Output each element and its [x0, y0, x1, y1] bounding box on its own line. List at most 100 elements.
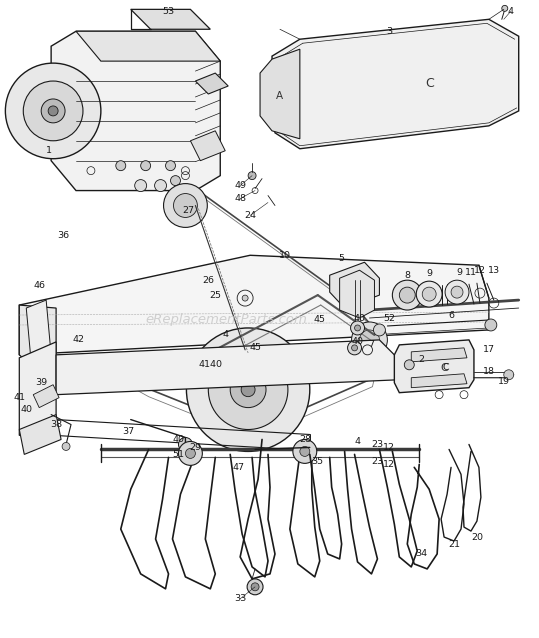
- Text: A: A: [277, 91, 284, 101]
- Circle shape: [41, 99, 65, 123]
- Text: 4: 4: [355, 437, 361, 446]
- Text: 46: 46: [33, 281, 45, 290]
- Text: 51: 51: [172, 450, 184, 459]
- Polygon shape: [340, 271, 375, 318]
- Circle shape: [116, 161, 126, 170]
- Circle shape: [230, 372, 266, 408]
- Circle shape: [141, 161, 150, 170]
- Text: 20: 20: [471, 533, 483, 542]
- Circle shape: [404, 360, 414, 370]
- Circle shape: [155, 180, 167, 191]
- Text: 4140: 4140: [198, 360, 222, 369]
- Circle shape: [374, 324, 385, 336]
- Polygon shape: [76, 31, 220, 61]
- Text: 25: 25: [209, 290, 222, 300]
- Polygon shape: [195, 73, 228, 94]
- Circle shape: [247, 579, 263, 595]
- Text: 7: 7: [369, 341, 375, 350]
- Text: 41: 41: [13, 393, 25, 402]
- Polygon shape: [19, 305, 56, 370]
- Circle shape: [23, 81, 83, 141]
- Circle shape: [293, 440, 317, 463]
- Circle shape: [251, 583, 259, 591]
- Circle shape: [178, 438, 192, 452]
- Circle shape: [62, 443, 70, 450]
- Text: 28: 28: [299, 435, 311, 444]
- Circle shape: [360, 330, 379, 350]
- Circle shape: [502, 5, 508, 11]
- Text: 40: 40: [20, 405, 32, 414]
- Circle shape: [422, 287, 436, 301]
- Text: 6: 6: [448, 311, 454, 320]
- Text: 4: 4: [508, 7, 514, 16]
- Circle shape: [504, 370, 514, 380]
- Polygon shape: [33, 385, 59, 408]
- Text: 19: 19: [498, 377, 510, 386]
- Circle shape: [242, 295, 248, 301]
- Text: 8: 8: [404, 271, 410, 279]
- Circle shape: [485, 319, 497, 331]
- Polygon shape: [330, 262, 379, 308]
- Text: 9: 9: [456, 268, 462, 277]
- Circle shape: [300, 447, 310, 456]
- Circle shape: [351, 322, 388, 358]
- Text: C: C: [440, 363, 448, 373]
- Text: C: C: [443, 363, 450, 373]
- Text: 2: 2: [418, 355, 424, 364]
- Circle shape: [48, 106, 58, 116]
- Text: 40: 40: [354, 313, 365, 322]
- Text: 5: 5: [338, 254, 344, 263]
- Text: 36: 36: [57, 231, 69, 240]
- Polygon shape: [260, 49, 300, 139]
- Text: 4: 4: [222, 330, 228, 339]
- Circle shape: [355, 325, 361, 331]
- Circle shape: [445, 280, 469, 304]
- Polygon shape: [19, 342, 56, 436]
- Circle shape: [392, 280, 422, 310]
- Circle shape: [208, 350, 288, 429]
- Text: 35: 35: [312, 457, 324, 466]
- Text: 24: 24: [244, 211, 256, 220]
- Polygon shape: [19, 415, 61, 454]
- Text: C: C: [425, 77, 433, 89]
- Text: 27: 27: [182, 206, 195, 215]
- Text: 11: 11: [465, 268, 477, 277]
- Polygon shape: [272, 19, 519, 149]
- Text: 23: 23: [371, 457, 384, 466]
- Circle shape: [416, 281, 442, 307]
- Polygon shape: [411, 374, 467, 388]
- Polygon shape: [51, 31, 220, 191]
- Text: 18: 18: [483, 367, 495, 376]
- Text: 49: 49: [234, 181, 246, 190]
- Circle shape: [170, 175, 181, 186]
- Circle shape: [351, 345, 357, 351]
- Text: 10: 10: [279, 251, 291, 260]
- Text: 47: 47: [232, 463, 244, 472]
- Circle shape: [174, 193, 197, 218]
- Text: 45: 45: [249, 343, 261, 352]
- Text: 21: 21: [448, 540, 460, 549]
- Text: 38: 38: [50, 420, 62, 429]
- Circle shape: [399, 287, 415, 303]
- Polygon shape: [26, 300, 51, 363]
- Circle shape: [241, 383, 255, 397]
- Text: 48: 48: [234, 194, 246, 203]
- Polygon shape: [395, 340, 474, 392]
- Text: 37: 37: [123, 427, 135, 436]
- Text: 53: 53: [162, 7, 175, 16]
- Polygon shape: [190, 131, 225, 161]
- Polygon shape: [19, 255, 489, 355]
- Text: 40: 40: [351, 338, 363, 346]
- Circle shape: [5, 63, 101, 159]
- Text: 34: 34: [415, 549, 427, 558]
- Text: 12: 12: [474, 265, 486, 275]
- Circle shape: [165, 161, 176, 170]
- Text: 12: 12: [383, 460, 396, 469]
- Text: 23: 23: [371, 440, 384, 449]
- Text: 26: 26: [202, 276, 215, 285]
- Text: 40: 40: [172, 435, 184, 444]
- Text: 39: 39: [35, 378, 47, 387]
- Circle shape: [185, 449, 195, 458]
- Polygon shape: [56, 340, 399, 395]
- Text: eReplacementParts.com: eReplacementParts.com: [146, 313, 308, 325]
